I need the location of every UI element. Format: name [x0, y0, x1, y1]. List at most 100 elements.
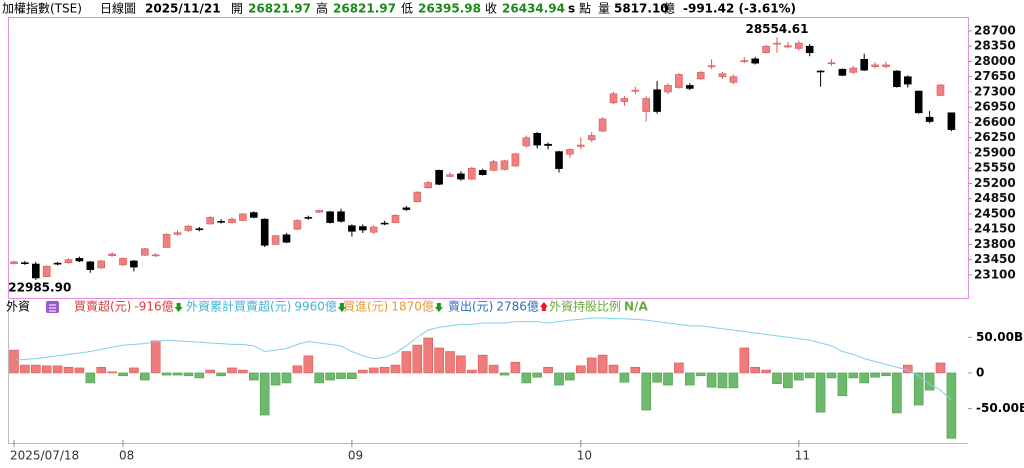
y-tick-label: 23800	[974, 237, 1016, 251]
bar	[706, 372, 717, 388]
bar	[434, 347, 444, 374]
bar	[837, 372, 848, 397]
candle-body	[435, 170, 443, 185]
bar	[565, 372, 575, 381]
candle-body	[740, 60, 749, 62]
header-text: 26434.94	[502, 2, 565, 16]
candle-body	[391, 214, 400, 223]
bar	[85, 372, 96, 384]
candle-body	[457, 173, 465, 180]
bar	[695, 372, 706, 377]
bar	[129, 367, 139, 374]
bar	[913, 372, 924, 406]
bar	[205, 369, 215, 374]
candle-body	[805, 45, 814, 54]
header-text: 點	[579, 2, 591, 16]
candle-body	[860, 58, 869, 71]
header-text: 開	[231, 2, 243, 16]
bar	[739, 347, 750, 374]
y-tick-label: 24500	[974, 206, 1016, 220]
bar	[619, 372, 630, 383]
bar	[161, 372, 172, 376]
candle-body	[631, 89, 640, 92]
bar	[357, 369, 368, 374]
candle-body	[533, 133, 542, 146]
max-label: 28554.61	[745, 22, 808, 36]
bar	[826, 372, 837, 379]
bar	[946, 372, 957, 439]
candle-body	[206, 217, 214, 225]
candle-body	[903, 76, 912, 85]
bar	[150, 340, 161, 374]
bar	[216, 372, 226, 377]
trend-arrow	[539, 302, 548, 311]
candle-body	[838, 68, 847, 76]
bar	[314, 372, 325, 384]
candle-body	[402, 207, 411, 210]
x-tick-label: 11	[795, 449, 810, 463]
candle-body	[936, 84, 945, 96]
candle-body	[598, 118, 607, 132]
candle-body	[173, 232, 182, 235]
header-text: 2025/11/21	[145, 2, 221, 16]
legend-name: 賣出(元)	[448, 299, 493, 314]
bar	[96, 366, 106, 374]
bar	[597, 354, 608, 374]
panel-title: 外資	[6, 300, 30, 314]
candle-body	[751, 58, 760, 64]
bar	[445, 351, 455, 374]
candle-body	[130, 260, 138, 268]
bar	[804, 372, 815, 379]
bar	[140, 372, 150, 381]
candle-body	[348, 225, 356, 232]
bar	[336, 372, 346, 379]
y-tick-label: 24850	[974, 191, 1016, 205]
y-tick-label: 25900	[974, 145, 1016, 159]
y-tick-label: 23450	[974, 252, 1016, 266]
bar	[663, 372, 673, 386]
bar	[848, 372, 859, 379]
bar	[881, 372, 891, 377]
bar	[924, 372, 935, 391]
bar	[259, 372, 270, 416]
y-tick-label: 23100	[974, 267, 1016, 281]
bar	[379, 366, 390, 374]
bar	[684, 372, 695, 386]
bar	[935, 362, 946, 374]
candle-body	[893, 70, 901, 88]
header-text: 收	[485, 2, 497, 16]
candle-body	[337, 211, 345, 222]
candle-body	[555, 151, 563, 169]
x-tick-label: 09	[348, 449, 363, 463]
bar	[249, 372, 259, 381]
candle-body	[271, 235, 280, 245]
bar	[118, 372, 128, 377]
bar	[870, 372, 880, 378]
y-tick-label: 0	[976, 365, 984, 379]
bar	[575, 365, 586, 374]
bar	[325, 372, 335, 381]
candle-body	[489, 161, 498, 171]
candle-body	[21, 262, 29, 265]
header-text: 低	[401, 2, 413, 16]
candle-body	[31, 263, 40, 279]
bar	[74, 367, 85, 374]
candle-body	[664, 85, 672, 93]
header-text: 26821.97	[248, 2, 311, 16]
bar	[183, 372, 194, 377]
list-icon[interactable]	[46, 301, 59, 313]
candle-body	[184, 225, 193, 231]
candle-body	[467, 167, 476, 180]
y-tick-label: 24150	[974, 222, 1016, 236]
bar	[390, 364, 401, 374]
bar	[521, 372, 532, 384]
candle-body	[108, 253, 116, 257]
candle-body	[784, 45, 792, 48]
candle-body	[64, 259, 73, 264]
candle-body	[293, 220, 302, 230]
bar	[728, 372, 739, 389]
candle-body	[304, 217, 313, 219]
legend-name: 買賣超(元)	[74, 299, 131, 314]
x-tick-label: 08	[119, 449, 134, 463]
y-tick-label: 28350	[974, 39, 1016, 53]
